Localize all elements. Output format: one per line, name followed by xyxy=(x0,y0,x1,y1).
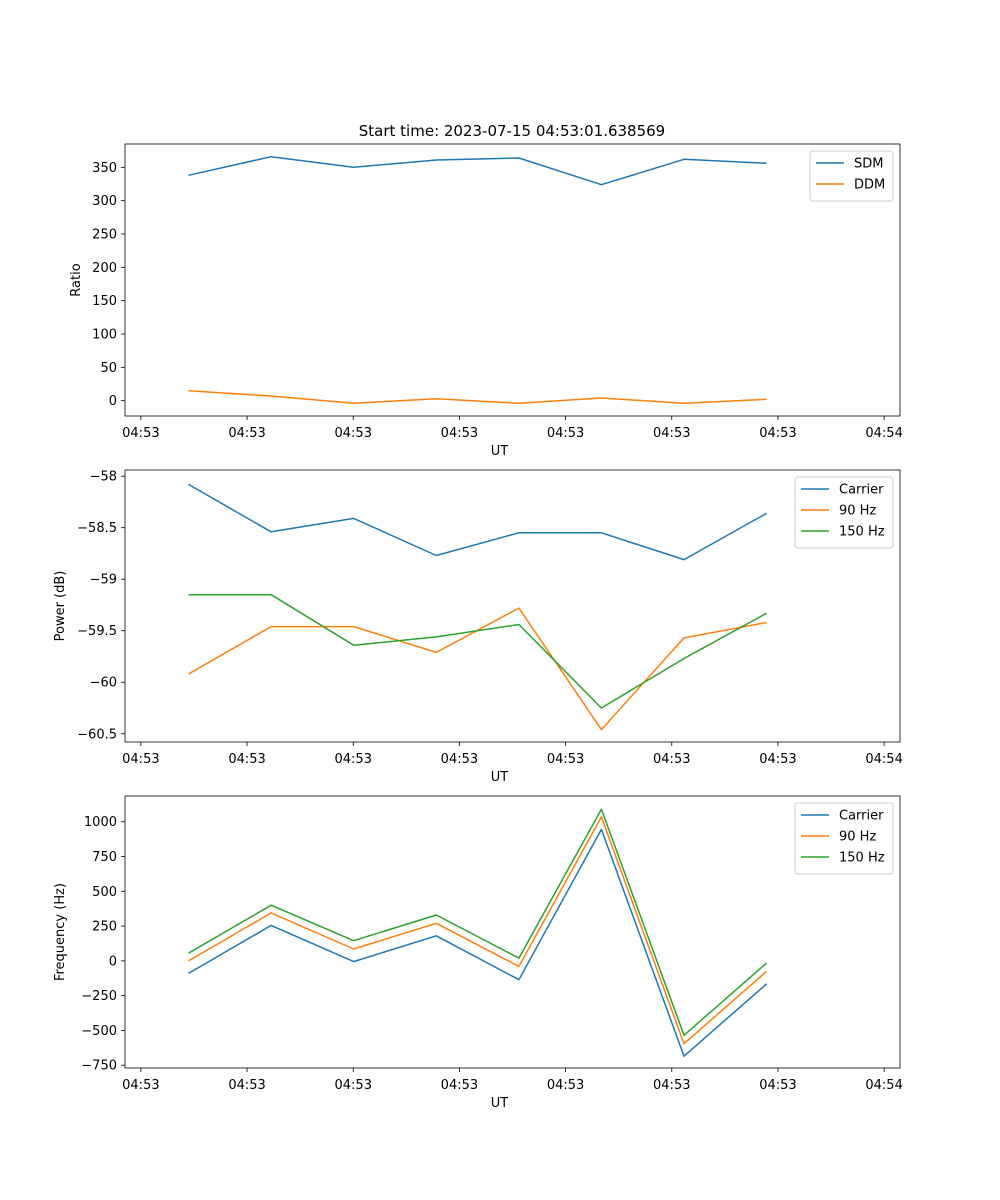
x-tick-label: 04:53 xyxy=(759,1078,796,1093)
series-line-90-hz xyxy=(188,816,768,1045)
legend-label: 150 Hz xyxy=(839,525,885,540)
charts-container: 04:53 04:53 04:53 04:53 04:53 04:53 04:53 04:54… xyxy=(53,143,903,1111)
legend-label: Carrier xyxy=(839,809,884,824)
x-tick-label: 04:53 xyxy=(653,1078,690,1093)
y-tick-label: 300 xyxy=(92,194,117,209)
x-tick-label: 04:53 xyxy=(441,426,478,441)
y-tick-label: 150 xyxy=(92,294,117,309)
y-tick-label: 50 xyxy=(100,361,117,376)
y-axis-label: Power (dB) xyxy=(53,571,68,642)
x-tick-label: 04:54 xyxy=(865,1078,902,1093)
y-tick-label: −59.5 xyxy=(77,624,117,639)
x-tick-label: 04:53 xyxy=(335,426,372,441)
x-tick-label: 04:53 xyxy=(759,426,796,441)
y-tick-label: −60.5 xyxy=(77,727,117,742)
legend-label: SDM xyxy=(854,157,883,172)
x-tick-label: 04:53 xyxy=(335,1078,372,1093)
x-tick-label: 04:53 xyxy=(653,752,690,767)
x-tick-label: 04:53 xyxy=(122,426,159,441)
y-tick-label: −59 xyxy=(90,573,117,588)
x-axis-label: UT xyxy=(491,770,509,785)
y-tick-label: −500 xyxy=(81,1024,117,1039)
x-tick-label: 04:54 xyxy=(865,752,902,767)
legend-label: Carrier xyxy=(839,483,884,498)
legend: Carrier 90 Hz 150 Hz xyxy=(794,476,894,549)
y-tick-label: −60 xyxy=(90,676,117,691)
y-tick-label: 1000 xyxy=(84,815,117,830)
x-tick-label: 04:53 xyxy=(547,1078,584,1093)
legend-label: DDM xyxy=(854,178,885,193)
plot-area-frame xyxy=(124,143,901,417)
x-axis-label: UT xyxy=(491,1096,509,1111)
y-tick-label: 0 xyxy=(109,394,117,409)
legend: Carrier 90 Hz 150 Hz xyxy=(794,802,894,875)
x-tick-label: 04:54 xyxy=(865,426,902,441)
legend: SDM DDM xyxy=(809,150,894,202)
series-line-150-hz xyxy=(188,808,768,1037)
plot-area-frame xyxy=(124,469,901,743)
y-axis-label: Frequency (Hz) xyxy=(53,883,68,981)
x-tick-label: 04:53 xyxy=(122,752,159,767)
x-tick-label: 04:53 xyxy=(228,1078,265,1093)
legend-label: 150 Hz xyxy=(839,851,885,866)
series-line-150-hz xyxy=(188,593,767,709)
chart-panel-1: 04:53 04:53 04:53 04:53 04:53 04:53 04:53 04:54… xyxy=(69,143,903,459)
series-line-ddm xyxy=(188,389,767,405)
y-tick-label: 350 xyxy=(92,161,117,176)
y-tick-label: −58.5 xyxy=(77,521,117,536)
figure-title: Start time: 2023-07-15 04:53:01.638569 xyxy=(359,122,665,140)
legend-label: 90 Hz xyxy=(839,504,876,519)
series-line-carrier xyxy=(188,483,767,561)
x-tick-label: 04:53 xyxy=(441,1078,478,1093)
x-tick-label: 04:53 xyxy=(441,752,478,767)
x-tick-label: 04:53 xyxy=(228,426,265,441)
x-axis-label: UT xyxy=(491,444,509,459)
chart-panel-2: 04:53 04:53 04:53 04:53 04:53 04:53 04:53 04:54… xyxy=(53,469,903,785)
legend-label: 90 Hz xyxy=(839,830,876,845)
y-tick-label: 200 xyxy=(92,261,117,276)
y-tick-label: 500 xyxy=(92,885,117,900)
x-tick-label: 04:53 xyxy=(759,752,796,767)
x-tick-label: 04:53 xyxy=(335,752,372,767)
x-tick-label: 04:53 xyxy=(547,426,584,441)
x-tick-label: 04:53 xyxy=(547,752,584,767)
y-axis-label: Ratio xyxy=(69,263,84,296)
y-tick-label: 750 xyxy=(92,850,117,865)
series-line-carrier xyxy=(188,828,768,1057)
y-tick-label: −250 xyxy=(81,989,117,1004)
y-tick-label: 250 xyxy=(92,228,117,243)
x-tick-label: 04:53 xyxy=(228,752,265,767)
series-line-sdm xyxy=(188,155,767,186)
y-tick-label: 250 xyxy=(92,920,117,935)
chart-panel-3: 04:53 04:53 04:53 04:53 04:53 04:53 04:53 04:54… xyxy=(53,795,903,1111)
y-tick-label: −58 xyxy=(90,470,117,485)
plot-area-frame xyxy=(124,795,901,1069)
x-tick-label: 04:53 xyxy=(122,1078,159,1093)
y-tick-label: 100 xyxy=(92,328,117,343)
y-tick-label: 0 xyxy=(109,954,117,969)
x-tick-label: 04:53 xyxy=(653,426,690,441)
y-tick-label: −750 xyxy=(81,1059,117,1074)
